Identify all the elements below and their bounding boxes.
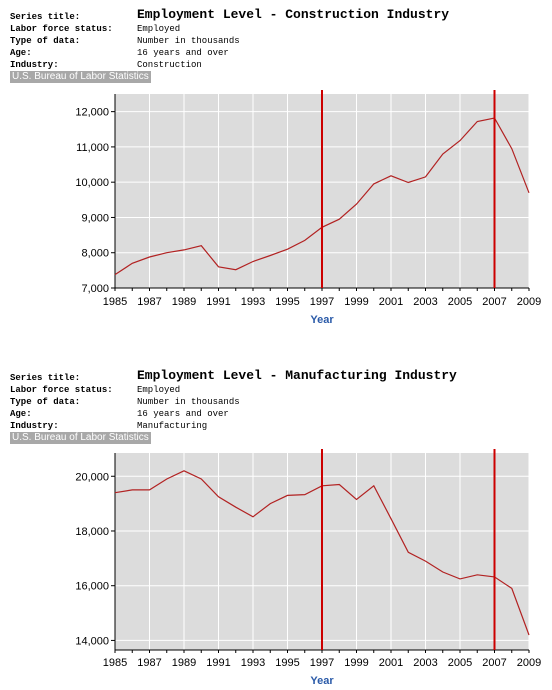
meta-value: Number in thousands [137, 397, 240, 407]
source-label: U.S. Bureau of Labor Statistics [10, 432, 151, 444]
meta-key: Type of data: [10, 397, 81, 407]
meta-value: Construction [137, 60, 202, 70]
x-axis-label: Year [310, 675, 334, 687]
y-tick-label: 11,000 [76, 142, 109, 154]
x-tick-label: 1995 [275, 657, 299, 669]
meta-row: Labor force status: Employed [10, 23, 240, 35]
meta-value: Manufacturing [137, 421, 208, 431]
meta-value: 16 years and over [137, 409, 229, 419]
meta-row: Age: 16 years and over [10, 408, 240, 420]
meta-value: Employed [137, 385, 181, 395]
x-tick-label: 2001 [379, 296, 403, 308]
x-tick-label: 2005 [448, 657, 472, 669]
series-title-label: Series title: [10, 12, 81, 22]
x-tick-label: 1985 [103, 296, 127, 308]
y-tick-label: 8,000 [81, 248, 109, 260]
y-tick-label: 16,000 [75, 581, 109, 593]
y-tick-label: 14,000 [75, 635, 109, 647]
meta-key: Age: [10, 409, 32, 419]
x-tick-label: 1991 [206, 296, 230, 308]
meta-row: Industry: Manufacturing [10, 420, 240, 432]
construction-series-info: Series title: Labor force status: Employ… [10, 11, 240, 71]
meta-row: Labor force status: Employed [10, 384, 240, 396]
x-tick-label: 2005 [448, 296, 472, 308]
meta-key: Labor force status: [10, 24, 113, 34]
series-title-row: Series title: [10, 372, 240, 384]
x-tick-label: 1987 [137, 296, 161, 308]
x-tick-label: 2007 [482, 296, 506, 308]
x-tick-label: 1993 [241, 296, 265, 308]
x-tick-label: 2003 [413, 657, 437, 669]
chart-title: Employment Level - Manufacturing Industr… [137, 368, 457, 383]
x-tick-label: 2001 [379, 657, 403, 669]
meta-row: Age: 16 years and over [10, 47, 240, 59]
y-tick-label: 20,000 [75, 471, 109, 483]
source-label: U.S. Bureau of Labor Statistics [10, 71, 151, 83]
x-tick-label: 1989 [172, 296, 196, 308]
meta-key: Age: [10, 48, 32, 58]
meta-value: Employed [137, 24, 181, 34]
x-tick-label: 1991 [206, 657, 230, 669]
manufacturing-chart: 14,000 16,000 18,000 20,000 1985 1987 1989 1991… [75, 449, 541, 687]
series-title-label: Series title: [10, 373, 81, 383]
x-tick-label: 2003 [413, 296, 437, 308]
x-tick-label: 1989 [172, 657, 196, 669]
meta-row: Type of data: Number in thousands [10, 35, 240, 47]
x-tick-label: 1997 [310, 657, 334, 669]
y-tick-label: 18,000 [75, 526, 109, 538]
meta-value: 16 years and over [137, 48, 229, 58]
x-tick-label: 1993 [241, 657, 265, 669]
meta-row: Industry: Construction [10, 59, 240, 71]
y-tick-label: 12,000 [75, 107, 109, 119]
x-tick-label: 2009 [517, 657, 541, 669]
y-tick-label: 7,000 [81, 283, 109, 295]
x-tick-label: 1997 [310, 296, 334, 308]
meta-value: Number in thousands [137, 36, 240, 46]
x-tick-label: 1995 [275, 296, 299, 308]
meta-key: Industry: [10, 421, 59, 431]
x-tick-label: 1985 [103, 657, 127, 669]
series-title-row: Series title: [10, 11, 240, 23]
y-tick-label: 10,000 [75, 177, 109, 189]
construction-panel: Series title: Labor force status: Employ… [10, 7, 541, 326]
x-tick-label: 1999 [344, 657, 368, 669]
meta-row: Type of data: Number in thousands [10, 396, 240, 408]
manufacturing-series-info: Series title: Labor force status: Employ… [10, 372, 240, 432]
x-tick-label: 2009 [517, 296, 541, 308]
x-tick-label: 1987 [137, 657, 161, 669]
x-tick-label: 2007 [482, 657, 506, 669]
chart-title: Employment Level - Construction Industry [137, 7, 450, 22]
meta-key: Type of data: [10, 36, 81, 46]
x-axis-label: Year [310, 314, 334, 326]
x-tick-label: 1999 [344, 296, 368, 308]
meta-key: Labor force status: [10, 385, 113, 395]
construction-chart: 7,000 8,000 9,000 10,000 11,000 12,000 1985 198… [75, 90, 541, 326]
y-tick-label: 9,000 [81, 212, 109, 224]
meta-key: Industry: [10, 60, 59, 70]
